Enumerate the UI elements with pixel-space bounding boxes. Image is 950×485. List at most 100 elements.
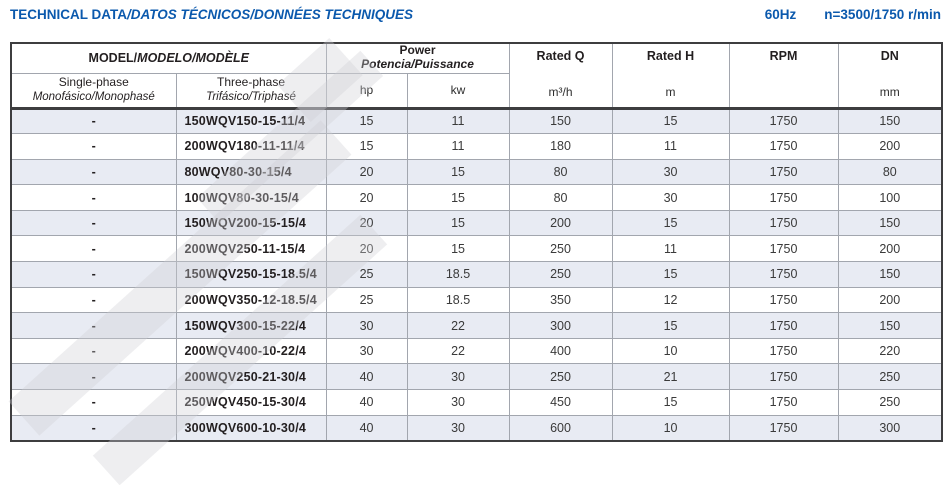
rated-h-label: Rated H xyxy=(646,49,695,64)
rated-q-unit: m³/h xyxy=(548,85,573,100)
three-phase-translations: Trifásico/Triphasé xyxy=(206,91,296,104)
dn-cell: 150 xyxy=(837,312,943,339)
dn-cell: 250 xyxy=(837,363,943,391)
frequency-speed: 60Hz n=3500/1750 r/min xyxy=(765,7,941,22)
rpm-label: RPM xyxy=(769,49,798,64)
kw-cell: 30 xyxy=(406,414,510,442)
single-phase-header: Single-phase Monofásico/Monophasé xyxy=(10,72,177,109)
hp-cell: 30 xyxy=(325,312,408,339)
kw-cell: 15 xyxy=(406,235,510,263)
rated-q-cell: 400 xyxy=(508,337,613,365)
kw-cell: 22 xyxy=(406,312,510,339)
rated-h-unit: m xyxy=(665,85,676,100)
table-row: -200WQV250-11-15/4 20 15 250 11 1750 200 xyxy=(10,235,943,263)
single-phase-cell: - xyxy=(10,363,177,391)
kw-cell: 15 xyxy=(406,184,510,211)
technical-data-table: MODEL/MODELO/MODÈLE Power Potencia/Puiss… xyxy=(10,42,944,442)
rpm-cell: 1750 xyxy=(728,184,839,211)
rpm-cell: 1750 xyxy=(728,414,839,442)
hp-cell: 30 xyxy=(325,337,408,365)
model-cell: 150WQV300-15-22/4 xyxy=(175,312,327,339)
rated-q-label: Rated Q xyxy=(536,49,585,64)
kw-cell: 11 xyxy=(406,133,510,160)
rated-h-cell: 12 xyxy=(611,286,730,314)
rated-q-cell: 250 xyxy=(508,261,613,288)
model-cell: 150WQV250-15-18.5/4 xyxy=(175,261,327,288)
rated-h-cell: 30 xyxy=(611,184,730,211)
title-bar: TECHNICAL DATA/DATOS TÉCNICOS/DONNÉES TE… xyxy=(10,7,941,22)
rated-h-cell: 15 xyxy=(611,261,730,288)
rated-h-cell: 10 xyxy=(611,414,730,442)
rated-q-cell: 300 xyxy=(508,312,613,339)
kw-cell: 15 xyxy=(406,158,510,186)
rpm-cell: 1750 xyxy=(728,389,839,416)
single-phase-cell: - xyxy=(10,235,177,263)
page-title-main: TECHNICAL DATA xyxy=(10,7,127,22)
dn-cell: 150 xyxy=(837,107,943,135)
rated-q-cell: 200 xyxy=(508,209,613,237)
kw-cell: 18.5 xyxy=(406,286,510,314)
dn-cell: 200 xyxy=(837,286,943,314)
dn-header: DN mm xyxy=(837,42,943,109)
rated-q-cell: 600 xyxy=(508,414,613,442)
kw-cell: 15 xyxy=(406,209,510,237)
table-row: -150WQV200-15-15/4 20 15 200 15 1750 150 xyxy=(10,209,943,237)
single-phase-cell: - xyxy=(10,158,177,186)
rated-h-cell: 11 xyxy=(611,235,730,263)
dn-unit: mm xyxy=(879,85,900,100)
kw-cell: 30 xyxy=(406,389,510,416)
table-row: -200WQV350-12-18.5/4 25 18.5 350 12 1750 200 xyxy=(10,286,943,314)
hp-cell: 20 xyxy=(325,184,408,211)
speed-value: n=3500/1750 r/min xyxy=(824,7,941,22)
hp-cell: 15 xyxy=(325,133,408,160)
rated-h-cell: 15 xyxy=(611,209,730,237)
hp-unit-header: hp xyxy=(325,72,408,109)
table-row: -300WQV600-10-30/4 40 30 600 10 1750 300 xyxy=(10,414,943,442)
rated-q-cell: 250 xyxy=(508,235,613,263)
dn-cell: 200 xyxy=(837,133,943,160)
model-cell: 200WQV350-12-18.5/4 xyxy=(175,286,327,314)
rpm-cell: 1750 xyxy=(728,209,839,237)
rpm-cell: 1750 xyxy=(728,312,839,339)
page-title-translations: /DATOS TÉCNICOS/DONNÉES TECHNIQUES xyxy=(127,7,414,22)
kw-cell: 18.5 xyxy=(406,261,510,288)
rated-h-cell: 15 xyxy=(611,312,730,339)
table-header: MODEL/MODELO/MODÈLE Power Potencia/Puiss… xyxy=(10,42,943,109)
single-phase-cell: - xyxy=(10,286,177,314)
rated-h-cell: 11 xyxy=(611,133,730,160)
single-phase-cell: - xyxy=(10,337,177,365)
model-group-translations: MODELO/MODÈLE xyxy=(137,51,249,66)
model-cell: 200WQV400-10-22/4 xyxy=(175,337,327,365)
table-body: -150WQV150-15-11/4 15 11 150 15 1750 150-200WQ… xyxy=(10,107,943,442)
rated-q-cell: 180 xyxy=(508,133,613,160)
rated-h-cell: 30 xyxy=(611,158,730,186)
single-phase-cell: - xyxy=(10,389,177,416)
single-phase-cell: - xyxy=(10,312,177,339)
table-row: -150WQV250-15-18.5/4 25 18.5 250 15 1750 150 xyxy=(10,261,943,288)
three-phase-en: Three-phase xyxy=(216,75,286,90)
model-group-main: MODEL/ xyxy=(88,51,138,66)
table-row: -250WQV450-15-30/4 40 30 450 15 1750 250 xyxy=(10,389,943,416)
single-phase-cell: - xyxy=(10,184,177,211)
kw-cell: 22 xyxy=(406,337,510,365)
single-phase-cell: - xyxy=(10,133,177,160)
dn-cell: 200 xyxy=(837,235,943,263)
table-row: -200WQV180-11-11/4 15 11 180 11 1750 200 xyxy=(10,133,943,160)
dn-cell: 300 xyxy=(837,414,943,442)
header-row-groups: MODEL/MODELO/MODÈLE Power Potencia/Puiss… xyxy=(10,42,943,109)
dn-cell: 150 xyxy=(837,209,943,237)
table-row: -200WQV400-10-22/4 30 22 400 10 1750 220 xyxy=(10,337,943,365)
rpm-cell: 1750 xyxy=(728,133,839,160)
three-phase-header: Three-phase Trifásico/Triphasé xyxy=(175,72,327,109)
kw-cell: 30 xyxy=(406,363,510,391)
rated-q-cell: 150 xyxy=(508,107,613,135)
rated-q-cell: 450 xyxy=(508,389,613,416)
rpm-cell: 1750 xyxy=(728,286,839,314)
rated-h-cell: 15 xyxy=(611,389,730,416)
table-row: -150WQV300-15-22/4 30 22 300 15 1750 150 xyxy=(10,312,943,339)
power-group-translations: Potencia/Puissance xyxy=(361,57,474,72)
table-row: -200WQV250-21-30/4 40 30 250 21 1750 250 xyxy=(10,363,943,391)
hp-cell: 25 xyxy=(325,261,408,288)
table-row: -100WQV80-30-15/4 20 15 80 30 1750 100 xyxy=(10,184,943,211)
model-cell: 150WQV150-15-11/4 xyxy=(175,107,327,135)
